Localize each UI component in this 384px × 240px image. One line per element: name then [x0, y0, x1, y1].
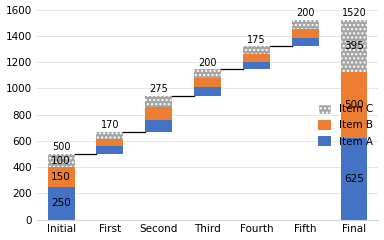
Text: 500: 500: [52, 142, 70, 152]
Bar: [48, 167, 74, 187]
Bar: [194, 69, 221, 78]
Text: 200: 200: [296, 8, 314, 18]
Bar: [194, 78, 221, 87]
Text: 170: 170: [101, 120, 119, 130]
Bar: [292, 29, 319, 37]
Bar: [341, 72, 367, 138]
Text: 275: 275: [149, 84, 168, 94]
Bar: [243, 61, 270, 69]
Text: 100: 100: [51, 156, 71, 166]
Bar: [145, 96, 172, 108]
Bar: [145, 108, 172, 120]
Text: 150: 150: [51, 172, 71, 182]
Text: 1520: 1520: [342, 8, 366, 18]
Bar: [243, 54, 270, 61]
Bar: [292, 20, 319, 29]
Bar: [96, 139, 123, 146]
Text: 200: 200: [198, 58, 217, 68]
Bar: [96, 146, 123, 154]
Bar: [96, 132, 123, 139]
Bar: [48, 154, 74, 167]
Bar: [48, 187, 74, 220]
Text: 625: 625: [344, 174, 364, 184]
Bar: [243, 46, 270, 54]
Text: 175: 175: [247, 35, 266, 45]
Bar: [292, 37, 319, 46]
Bar: [341, 138, 367, 220]
Legend: Item C, Item B, Item A: Item C, Item B, Item A: [318, 104, 373, 147]
Bar: [194, 87, 221, 96]
Text: 250: 250: [51, 198, 71, 208]
Text: 395: 395: [344, 41, 364, 51]
Text: 500: 500: [344, 100, 364, 110]
Bar: [341, 20, 367, 72]
Bar: [145, 120, 172, 132]
